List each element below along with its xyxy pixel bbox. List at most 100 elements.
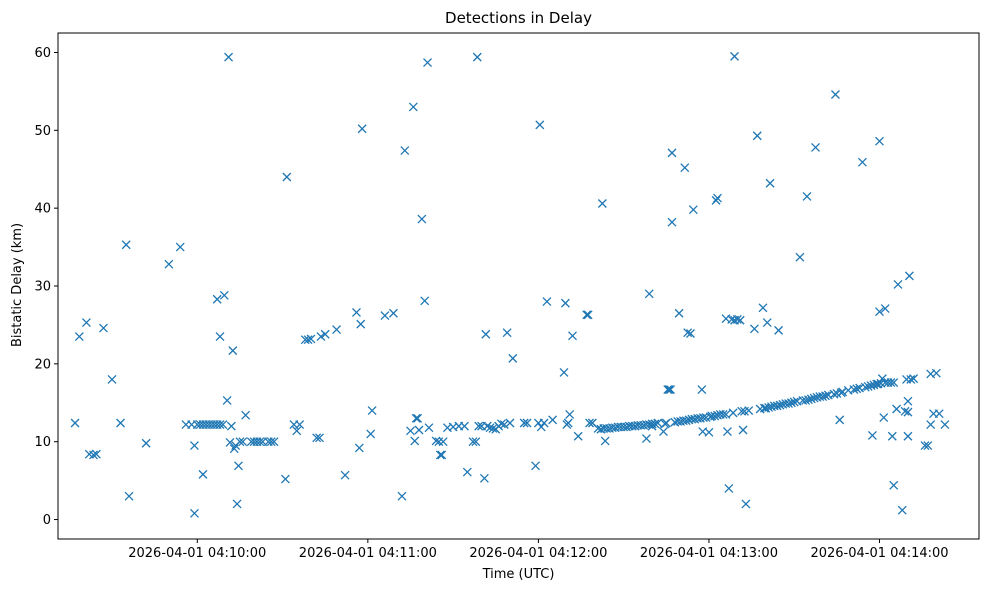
marker-stroke bbox=[697, 385, 707, 394]
marker-stroke bbox=[91, 449, 101, 459]
marker-stroke bbox=[89, 450, 98, 460]
marker-stroke bbox=[877, 374, 887, 384]
data-point-marker bbox=[835, 415, 845, 425]
marker-stroke bbox=[485, 423, 495, 433]
marker-stroke bbox=[303, 335, 313, 345]
marker-stroke bbox=[488, 423, 498, 433]
data-point-marker bbox=[857, 157, 867, 167]
data-point-marker bbox=[320, 329, 330, 339]
data-point-marker bbox=[803, 395, 813, 405]
marker-stroke bbox=[900, 406, 910, 416]
marker-stroke bbox=[70, 418, 80, 428]
data-point-marker bbox=[674, 308, 684, 318]
marker-stroke bbox=[74, 332, 84, 342]
marker-stroke bbox=[583, 310, 593, 320]
data-point-marker bbox=[255, 437, 265, 447]
data-point-marker bbox=[903, 407, 913, 417]
marker-stroke bbox=[830, 90, 840, 99]
marker-stroke bbox=[565, 409, 575, 419]
marker-stroke bbox=[99, 323, 108, 333]
data-point-marker bbox=[474, 421, 484, 431]
data-point-marker bbox=[219, 290, 229, 300]
marker-stroke bbox=[678, 416, 688, 426]
marker-stroke bbox=[435, 450, 445, 460]
data-point-marker bbox=[809, 393, 819, 403]
data-point-marker bbox=[718, 409, 728, 419]
marker-stroke bbox=[801, 395, 811, 405]
plot-frame bbox=[57, 32, 980, 540]
marker-stroke bbox=[238, 437, 248, 447]
marker-stroke bbox=[653, 418, 663, 428]
data-point-marker bbox=[505, 418, 515, 428]
marker-stroke bbox=[438, 437, 448, 447]
data-point-marker bbox=[175, 242, 185, 252]
marker-stroke bbox=[758, 303, 768, 313]
marker-stroke bbox=[902, 374, 911, 384]
data-point-marker bbox=[900, 406, 910, 416]
data-point-marker bbox=[414, 425, 424, 435]
data-point-marker bbox=[218, 420, 228, 430]
marker-stroke bbox=[889, 378, 899, 387]
marker-stroke bbox=[573, 431, 583, 441]
data-point-marker bbox=[597, 199, 607, 208]
marker-stroke bbox=[860, 382, 870, 392]
marker-stroke bbox=[639, 420, 649, 430]
data-point-marker bbox=[435, 450, 445, 460]
data-point-marker bbox=[228, 346, 238, 356]
data-point-marker bbox=[821, 391, 830, 401]
marker-stroke bbox=[784, 399, 794, 409]
x-tick-label: 2026-04-01 04:12:00 bbox=[469, 546, 607, 561]
marker-stroke bbox=[713, 193, 722, 203]
marker-stroke bbox=[893, 279, 903, 289]
data-point-marker bbox=[124, 491, 134, 501]
data-point-marker bbox=[789, 397, 799, 407]
marker-stroke bbox=[738, 425, 748, 435]
chart-title: Detections in Delay bbox=[445, 9, 592, 27]
data-point-marker bbox=[724, 483, 734, 493]
marker-stroke bbox=[602, 423, 612, 433]
data-point-marker bbox=[417, 214, 427, 224]
data-point-marker bbox=[519, 418, 529, 428]
data-point-marker bbox=[215, 420, 225, 430]
data-point-marker bbox=[224, 52, 234, 62]
marker-stroke bbox=[315, 433, 324, 443]
marker-stroke bbox=[356, 319, 366, 329]
data-point-marker bbox=[400, 146, 410, 156]
marker-stroke bbox=[809, 393, 819, 403]
data-point-marker bbox=[647, 421, 657, 431]
data-point-marker bbox=[721, 409, 731, 419]
marker-stroke bbox=[600, 436, 610, 446]
marker-stroke bbox=[829, 389, 839, 399]
data-point-marker bbox=[408, 102, 418, 112]
marker-stroke bbox=[164, 259, 174, 269]
marker-stroke bbox=[300, 335, 310, 345]
data-point-marker bbox=[732, 315, 742, 324]
marker-stroke bbox=[886, 378, 896, 387]
marker-stroke bbox=[234, 461, 243, 471]
marker-stroke bbox=[728, 408, 738, 418]
data-point-marker bbox=[472, 52, 482, 62]
data-point-marker bbox=[893, 279, 903, 289]
data-point-marker bbox=[873, 379, 883, 389]
marker-stroke bbox=[926, 369, 936, 379]
marker-stroke bbox=[280, 474, 290, 484]
data-point-marker bbox=[332, 325, 342, 335]
data-point-marker bbox=[356, 319, 366, 329]
plot-area bbox=[70, 51, 950, 518]
marker-stroke bbox=[778, 399, 788, 409]
marker-stroke bbox=[647, 421, 657, 431]
marker-stroke bbox=[815, 392, 825, 402]
data-point-marker bbox=[397, 491, 407, 501]
marker-stroke bbox=[818, 392, 828, 402]
data-point-marker bbox=[411, 413, 421, 423]
marker-stroke bbox=[357, 124, 367, 134]
data-point-marker bbox=[897, 505, 907, 515]
data-point-marker bbox=[877, 374, 887, 384]
data-point-marker bbox=[499, 420, 509, 430]
marker-stroke bbox=[508, 353, 518, 363]
data-point-marker bbox=[485, 423, 495, 433]
data-point-marker bbox=[354, 443, 364, 453]
marker-stroke bbox=[189, 441, 199, 451]
data-point-marker bbox=[312, 433, 322, 443]
